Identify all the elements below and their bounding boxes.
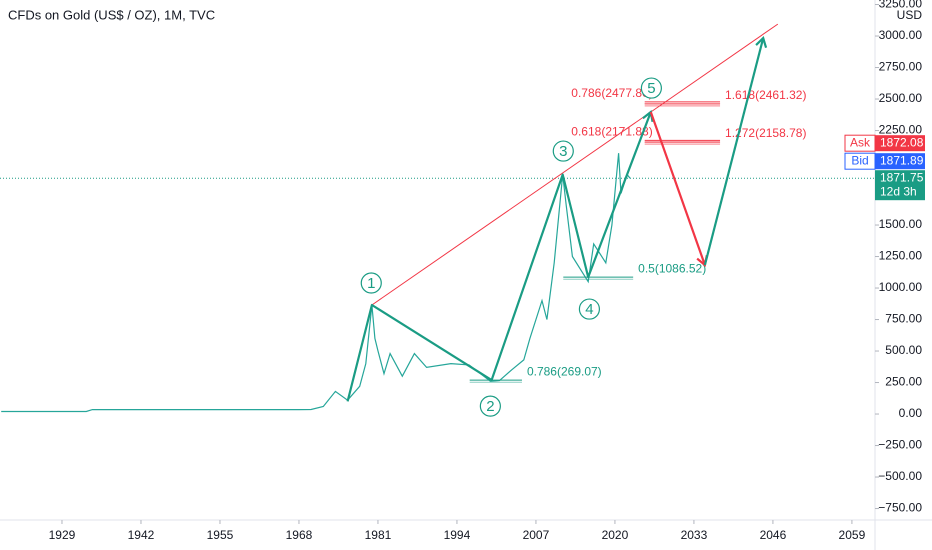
price-tag-value: 1872.08 — [880, 135, 924, 149]
y-tick-label: 250.00 — [885, 375, 922, 389]
price-tag-value: 1871.75 — [880, 170, 924, 184]
wave-label: 4 — [585, 301, 593, 318]
price-countdown: 12d 3h — [880, 184, 917, 198]
wave-circle — [552, 140, 574, 162]
x-tick-label: 2033 — [681, 528, 708, 542]
price-tag-name: Bid — [851, 153, 868, 167]
price-tag-name: Ask — [850, 135, 871, 149]
price-tag-value: 1871.89 — [880, 153, 924, 167]
y-tick-label: 2500.00 — [879, 91, 923, 105]
chart-title: CFDs on Gold (US$ / OZ), 1M, TVC — [8, 7, 215, 22]
y-tick-label: −750.00 — [878, 501, 922, 515]
price-tag — [875, 135, 925, 152]
arrowhead — [755, 35, 768, 48]
y-tick-label: −500.00 — [878, 469, 922, 483]
wave-circle — [479, 395, 501, 417]
wave-label: 5 — [647, 80, 655, 97]
y-tick-label: 1000.00 — [879, 280, 923, 294]
wave-line — [346, 111, 652, 402]
wave-line — [649, 111, 706, 266]
y-tick-label: 2250.00 — [879, 123, 923, 137]
y-tick-label: 750.00 — [885, 312, 922, 326]
wave-label: 2 — [486, 398, 494, 415]
y-tick-label: 0.00 — [899, 406, 923, 420]
wave-line — [703, 37, 765, 266]
currency-label: USD — [897, 8, 923, 22]
x-tick-label: 1942 — [128, 528, 155, 542]
x-tick-label: 1981 — [365, 528, 392, 542]
price-tag — [875, 170, 925, 201]
y-tick-label: 500.00 — [885, 343, 922, 357]
x-tick-label: 1994 — [444, 528, 471, 542]
y-tick-label: 1500.00 — [879, 217, 923, 231]
wave-circle — [360, 272, 382, 294]
x-tick-label: 2059 — [839, 528, 866, 542]
wave-label: 1 — [367, 275, 375, 292]
y-tick-label: 3000.00 — [879, 28, 923, 42]
fib-label: 1.272(2158.78) — [725, 126, 806, 140]
price-tag — [875, 153, 925, 170]
y-tick-label: 2750.00 — [879, 60, 923, 74]
x-tick-label: 1929 — [49, 528, 76, 542]
x-tick-label: 2046 — [760, 528, 787, 542]
fib-label: 0.5(1086.52) — [638, 261, 706, 275]
fib-label: 0.618(2171.88) — [571, 125, 652, 139]
wave-circle — [640, 77, 662, 99]
y-tick-label: 1250.00 — [879, 249, 923, 263]
wave-label: 3 — [559, 143, 567, 160]
fib-label: 0.786(269.07) — [527, 364, 602, 378]
x-tick-label: 1968 — [286, 528, 313, 542]
x-tick-label: 2020 — [602, 528, 629, 542]
trendline — [371, 23, 779, 306]
x-tick-label: 2007 — [523, 528, 550, 542]
fib-label: 1.618(2461.32) — [725, 88, 806, 102]
x-tick-label: 1955 — [207, 528, 234, 542]
wave-circle — [578, 298, 601, 320]
y-tick-label: 3250.00 — [879, 0, 923, 11]
fib-label: 0.786(2477.80) — [571, 86, 652, 100]
y-tick-label: −250.00 — [878, 438, 922, 452]
